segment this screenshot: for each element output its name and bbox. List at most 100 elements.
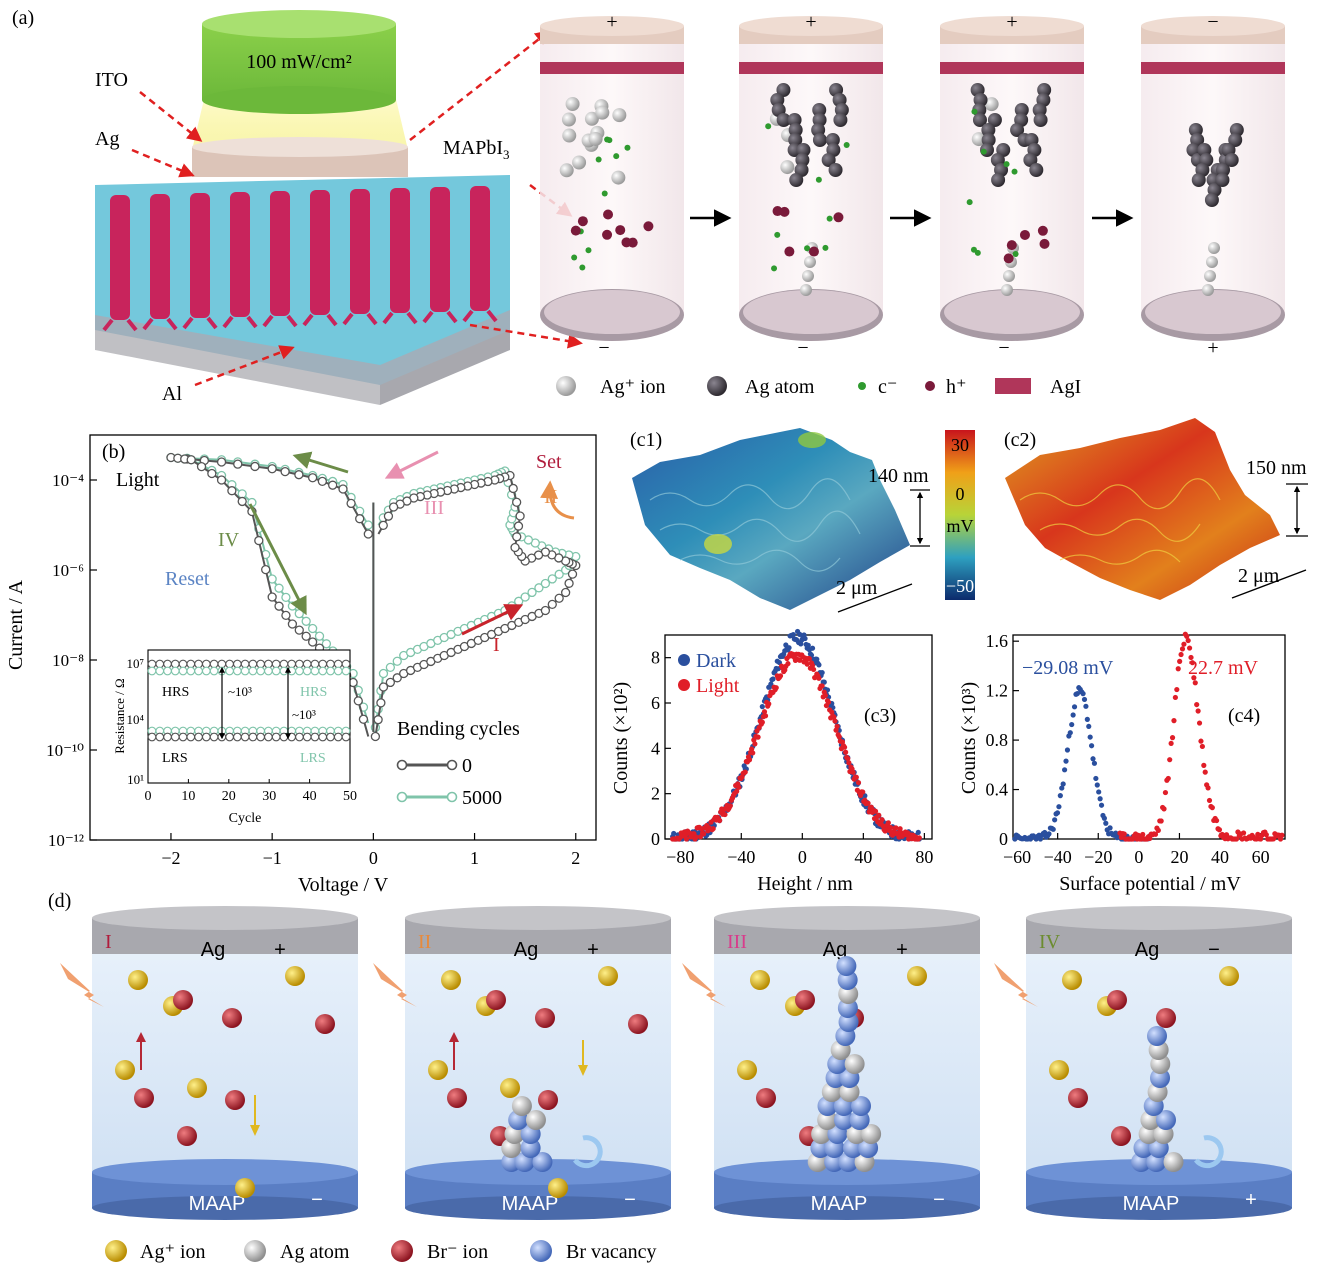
filament-cell-1: +− — [540, 11, 684, 359]
point-dark — [1083, 703, 1089, 709]
ag-electrode-top — [92, 906, 358, 930]
bottom-electrode-label: MAAP — [502, 1193, 559, 1215]
panel-b-curves — [166, 452, 581, 742]
pore-branch — [462, 309, 498, 323]
point-light — [1216, 827, 1223, 833]
electron — [966, 199, 973, 206]
ag-atom — [1191, 173, 1206, 187]
resistance-inset: 0 10 20 30 40 50 10⁷ 10⁴ 10¹ HRS HRS LRS LRS ~10… — [112, 649, 357, 826]
c4-peak-light: 22.7 mV — [1188, 657, 1259, 679]
ag-atom — [1029, 163, 1044, 177]
plot-frame — [89, 434, 597, 841]
point-light — [1158, 818, 1164, 824]
point-light — [1181, 641, 1187, 647]
point-light — [841, 744, 848, 750]
inset-point — [225, 732, 234, 742]
inset-ratio-right: ~10³ — [292, 707, 316, 722]
ag-atom — [1228, 133, 1243, 147]
inset-point — [186, 666, 196, 676]
point-dark — [1042, 829, 1048, 836]
c3-legend-dark: Dark — [696, 650, 736, 672]
point-dark — [1056, 804, 1062, 810]
point-light — [1199, 743, 1205, 750]
down-arrowhead — [250, 1125, 260, 1136]
point-dark — [802, 635, 808, 642]
process-cell-IV: IV Ag − MAAP + — [994, 906, 1292, 1220]
pore — [470, 186, 490, 311]
point-light — [1205, 785, 1211, 791]
ag-atom — [821, 153, 836, 167]
ag-atom — [1215, 173, 1230, 187]
legend-hole-symbol — [925, 381, 935, 391]
iv-point-0 — [512, 532, 522, 542]
ag-ion — [187, 1078, 207, 1098]
inset-point — [163, 732, 172, 742]
pore-branch — [102, 318, 138, 332]
inset-point — [194, 666, 203, 676]
filament-ball — [839, 1082, 860, 1102]
ag-atom — [1204, 193, 1219, 207]
br-ion — [486, 990, 506, 1010]
ag-ion — [562, 128, 577, 143]
iv-point-0 — [287, 619, 298, 629]
point-light — [1177, 658, 1183, 664]
point-light — [1184, 633, 1190, 639]
point-light — [1167, 757, 1173, 763]
point-light — [1209, 805, 1215, 811]
iv-point-0 — [281, 610, 291, 621]
inset-point — [240, 666, 250, 676]
point-light — [897, 826, 903, 832]
point-dark — [915, 829, 921, 836]
pore-branch — [382, 311, 418, 325]
panel-c3-label: (c3) — [864, 705, 896, 727]
iv-point-0 — [267, 592, 277, 602]
point-light — [1196, 720, 1203, 726]
inset-point — [170, 666, 180, 676]
ag-ion — [128, 970, 148, 990]
point-light — [1240, 830, 1247, 836]
inset-point — [147, 666, 157, 676]
electron — [843, 141, 850, 148]
legend-d-label-1: Ag atom — [280, 1241, 350, 1263]
ag-ion — [1208, 242, 1220, 254]
point-light — [1279, 832, 1285, 838]
bottom-electrode-label: MAAP — [189, 1193, 246, 1215]
electron — [1011, 168, 1018, 175]
point-dark — [1087, 734, 1093, 740]
panel-b-ylabel: Current / A — [5, 579, 27, 670]
point-light — [1118, 834, 1124, 841]
inset-point — [287, 732, 297, 742]
point-dark — [1098, 802, 1105, 808]
y-tick-label: 0.8 — [986, 730, 1009, 750]
ag-ion — [595, 105, 610, 120]
inset-point — [326, 732, 335, 742]
x-tick-label: −60 — [1003, 847, 1031, 867]
bottom-electrode-label: MAAP — [811, 1193, 868, 1215]
up-arrowhead — [136, 1032, 146, 1042]
cell-bottom-sign: − — [797, 337, 808, 359]
x-tick-label: 2 — [571, 848, 580, 868]
point-light — [1213, 817, 1220, 824]
ag-ion — [1204, 270, 1216, 282]
cell-top-cap — [739, 16, 883, 36]
point-light — [1198, 738, 1204, 744]
electron — [774, 231, 781, 238]
x-tick-label: 20 — [1170, 847, 1188, 867]
afm-texture-c1 — [649, 478, 861, 572]
br-ion — [225, 1090, 245, 1110]
ag-atom — [776, 83, 791, 97]
ag-ion — [428, 1060, 448, 1080]
point-light — [1186, 645, 1193, 651]
panel-a: (a) 100 mW/cm² ITO Ag Al MAPbI3 — [12, 7, 1285, 405]
inset-hrs-right: HRS — [300, 685, 327, 700]
direction-arrows — [248, 450, 575, 636]
filament-ball — [837, 998, 858, 1018]
iv-point-5000 — [527, 587, 537, 598]
point-dark — [816, 662, 822, 668]
point-light — [885, 820, 891, 826]
point-light — [761, 709, 768, 715]
x-tick-label: 80 — [915, 847, 933, 867]
electron — [765, 123, 772, 130]
point-dark — [797, 631, 803, 637]
point-light — [831, 714, 837, 720]
